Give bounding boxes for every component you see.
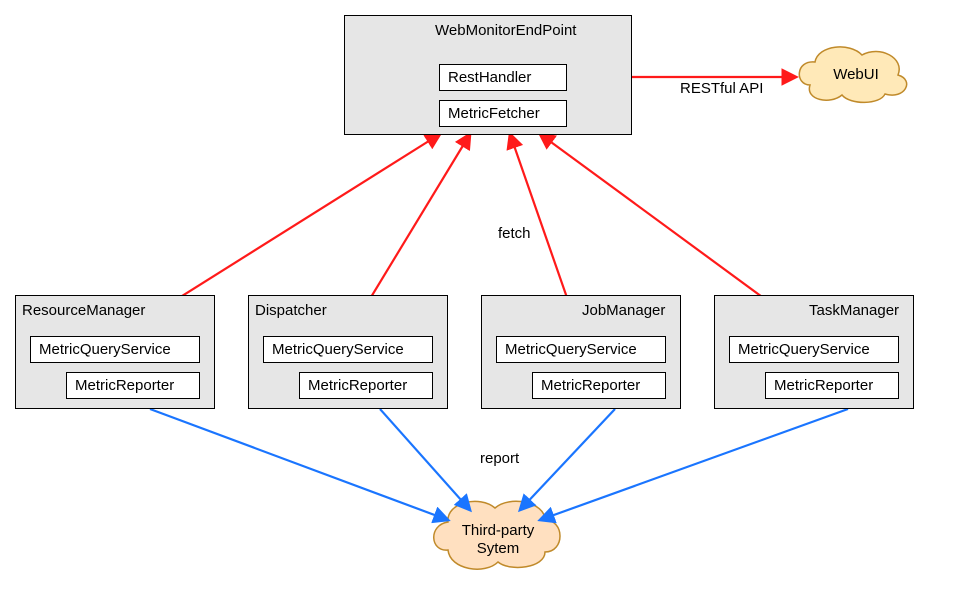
node-jm-mr: MetricReporter <box>532 372 666 399</box>
node-dispatcher-title: Dispatcher <box>255 302 327 319</box>
node-metricfetcher: MetricFetcher <box>439 100 567 127</box>
cloud-thirdparty-label: Third-party Sytem <box>453 522 543 558</box>
cloud-webui-label: WebUI <box>828 66 884 84</box>
node-resourcemanager: ResourceManager MetricQueryService Metri… <box>15 295 215 409</box>
node-resthandler: RestHandler <box>439 64 567 91</box>
node-rm-mr: MetricReporter <box>66 372 200 399</box>
node-taskmanager-title: TaskManager <box>809 302 899 319</box>
node-webmonitor-title: WebMonitorEndPoint <box>435 22 576 39</box>
node-disp-mqs: MetricQueryService <box>263 336 433 363</box>
node-dispatcher: Dispatcher MetricQueryService MetricRepo… <box>248 295 448 409</box>
node-webmonitor: WebMonitorEndPoint RestHandler MetricFet… <box>344 15 632 135</box>
label-report: report <box>480 450 519 467</box>
node-jm-mqs: MetricQueryService <box>496 336 666 363</box>
edge-tm-thirdparty <box>540 409 848 520</box>
node-resourcemanager-title: ResourceManager <box>22 302 145 319</box>
node-jobmanager: JobManager MetricQueryService MetricRepo… <box>481 295 681 409</box>
node-disp-mr: MetricReporter <box>299 372 433 399</box>
edge-jm-thirdparty <box>520 409 615 510</box>
node-tm-mr: MetricReporter <box>765 372 899 399</box>
label-fetch: fetch <box>498 225 531 242</box>
node-rm-mqs: MetricQueryService <box>30 336 200 363</box>
cloud-thirdparty-text: Third-party Sytem <box>462 522 535 557</box>
node-tm-mqs: MetricQueryService <box>729 336 899 363</box>
edge-disp-thirdparty <box>380 409 470 510</box>
node-jobmanager-title: JobManager <box>582 302 665 319</box>
label-restful-api: RESTful API <box>680 80 763 97</box>
edge-rm-thirdparty <box>150 409 448 520</box>
node-taskmanager: TaskManager MetricQueryService MetricRep… <box>714 295 914 409</box>
